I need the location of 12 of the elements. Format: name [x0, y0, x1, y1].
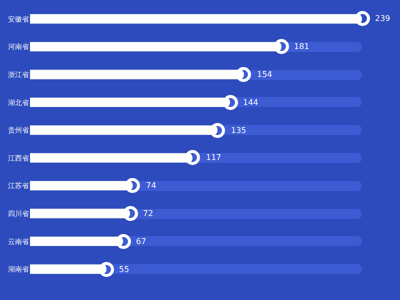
data-label: 67	[136, 237, 146, 246]
data-label: 239	[375, 14, 390, 23]
data-label: 74	[146, 181, 156, 190]
data-label: 181	[294, 42, 310, 51]
data-label: 154	[257, 70, 272, 79]
data-label: 72	[143, 209, 154, 218]
data-label: 135	[231, 126, 246, 135]
bar	[30, 264, 106, 274]
data-label: 117	[206, 153, 222, 162]
data-label: 144	[243, 98, 258, 107]
bar	[30, 14, 362, 24]
data-label: 55	[119, 265, 130, 274]
